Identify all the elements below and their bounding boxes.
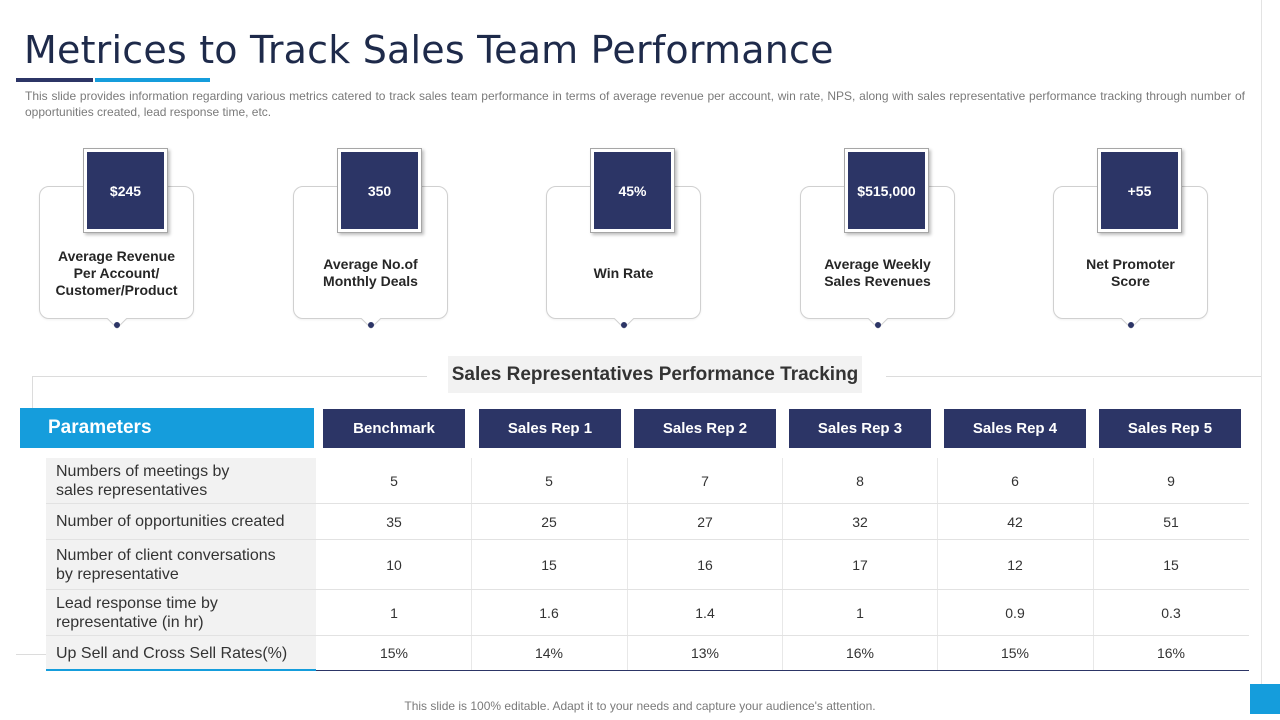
column-header-sales-rep-3: Sales Rep 3 (789, 409, 931, 448)
bottom-left-divider (16, 654, 46, 655)
title-underline-blue (95, 78, 210, 82)
kpi-card-dot (114, 322, 120, 328)
table-cell: 15% (1000, 645, 1030, 661)
table-cell: 15 (541, 556, 557, 573)
column-header-benchmark: Benchmark (323, 409, 465, 448)
row-label-opportunities: Number of opportunities created (46, 504, 316, 539)
right-border-line (1261, 0, 1262, 690)
table-cell: 17 (852, 556, 868, 573)
section-divider-left-vertical (32, 376, 33, 410)
kpi-label: Average Revenue Per Account/ Customer/Pr… (55, 247, 178, 298)
column-header-sales-rep-4: Sales Rep 4 (944, 409, 1086, 448)
label-column-accent (46, 669, 316, 671)
kpi-value-box: $515,000 (844, 148, 929, 233)
table-cell: 42 (1007, 513, 1023, 530)
kpi-card-dot (875, 322, 881, 328)
table-cell: 7 (701, 472, 709, 489)
row-label-meetings: Numbers of meetings by sales representat… (46, 458, 316, 503)
table-cell: 1 (390, 604, 398, 621)
kpi-card-win-rate: 45% Win Rate (546, 148, 706, 333)
kpi-label: Net Promoter Score (1086, 256, 1175, 289)
table-cell: 25 (541, 513, 557, 530)
parameters-header: Parameters (20, 408, 314, 448)
table-cell: 1.6 (539, 604, 559, 621)
kpi-card-dot (1128, 322, 1134, 328)
kpi-value: $245 (87, 152, 164, 229)
table-cell: 27 (697, 513, 713, 530)
kpi-value-box: $245 (83, 148, 168, 233)
row-label-lead-response-time: Lead response time by representative (in… (46, 590, 316, 635)
kpi-label: Average Weekly Sales Revenues (824, 256, 931, 289)
column-divider (937, 458, 938, 671)
section-divider-left (32, 376, 427, 377)
row-divider (46, 635, 1249, 636)
column-divider (627, 458, 628, 671)
table-cell: 1.4 (695, 604, 715, 621)
table-bottom-border (46, 670, 1249, 671)
table-cell: 5 (545, 472, 553, 489)
footer-note: This slide is 100% editable. Adapt it to… (404, 699, 876, 713)
row-divider (46, 503, 1249, 504)
section-title: Sales Representatives Performance Tracki… (448, 356, 862, 393)
table-cell: 51 (1163, 513, 1179, 530)
column-header-sales-rep-1: Sales Rep 1 (479, 409, 621, 448)
column-header-sales-rep-2: Sales Rep 2 (634, 409, 776, 448)
kpi-value: +55 (1101, 152, 1178, 229)
kpi-value: 45% (594, 152, 671, 229)
kpi-card-monthly-deals: 350 Average No.of Monthly Deals (293, 148, 453, 333)
table-cell: 5 (390, 472, 398, 489)
kpi-value-box: +55 (1097, 148, 1182, 233)
table-cell: 13% (690, 645, 720, 661)
table-cell: 16% (1156, 645, 1186, 661)
title-underline-dark (16, 78, 93, 82)
row-label-upsell-rates: Up Sell and Cross Sell Rates(%) (46, 636, 316, 670)
kpi-value-box: 350 (337, 148, 422, 233)
table-cell: 0.9 (1005, 604, 1025, 621)
table-cell: 0.3 (1161, 604, 1181, 621)
table-cell: 35 (386, 513, 402, 530)
kpi-value: 350 (341, 152, 418, 229)
kpi-card-box (800, 186, 955, 319)
table-cell: 15 (1163, 556, 1179, 573)
table-cell: 6 (1011, 472, 1019, 489)
kpi-card-weekly-revenues: $515,000 Average Weekly Sales Revenues (800, 148, 960, 333)
kpi-card-nps: +55 Net Promoter Score (1053, 148, 1213, 333)
table-cell: 15% (379, 645, 409, 661)
table-cell: 14% (534, 645, 564, 661)
section-divider-right (886, 376, 1261, 377)
page-title: Metrices to Track Sales Team Performance (24, 28, 834, 72)
kpi-label: Average No.of Monthly Deals (323, 256, 418, 289)
column-header-sales-rep-5: Sales Rep 5 (1099, 409, 1241, 448)
kpi-label: Win Rate (593, 264, 654, 281)
row-label-client-conversations: Number of client conversations by repres… (46, 540, 316, 589)
column-divider (471, 458, 472, 671)
row-divider (46, 589, 1249, 590)
table-cell: 32 (852, 513, 868, 530)
kpi-card-dot (621, 322, 627, 328)
table-cell: 9 (1167, 472, 1175, 489)
table-cell: 1 (856, 604, 864, 621)
column-divider (782, 458, 783, 671)
corner-accent-square (1250, 684, 1280, 714)
table-cell: 8 (856, 472, 864, 489)
kpi-card-dot (368, 322, 374, 328)
table-cell: 12 (1007, 556, 1023, 573)
table-cell: 10 (386, 556, 402, 573)
slide-description: This slide provides information regardin… (25, 89, 1245, 119)
kpi-value: $515,000 (848, 152, 925, 229)
row-divider (46, 539, 1249, 540)
kpi-card-avg-revenue: $245 Average Revenue Per Account/ Custom… (39, 148, 199, 333)
table-cell: 16% (845, 645, 875, 661)
column-divider (1093, 458, 1094, 671)
kpi-value-box: 45% (590, 148, 675, 233)
table-cell: 16 (697, 556, 713, 573)
